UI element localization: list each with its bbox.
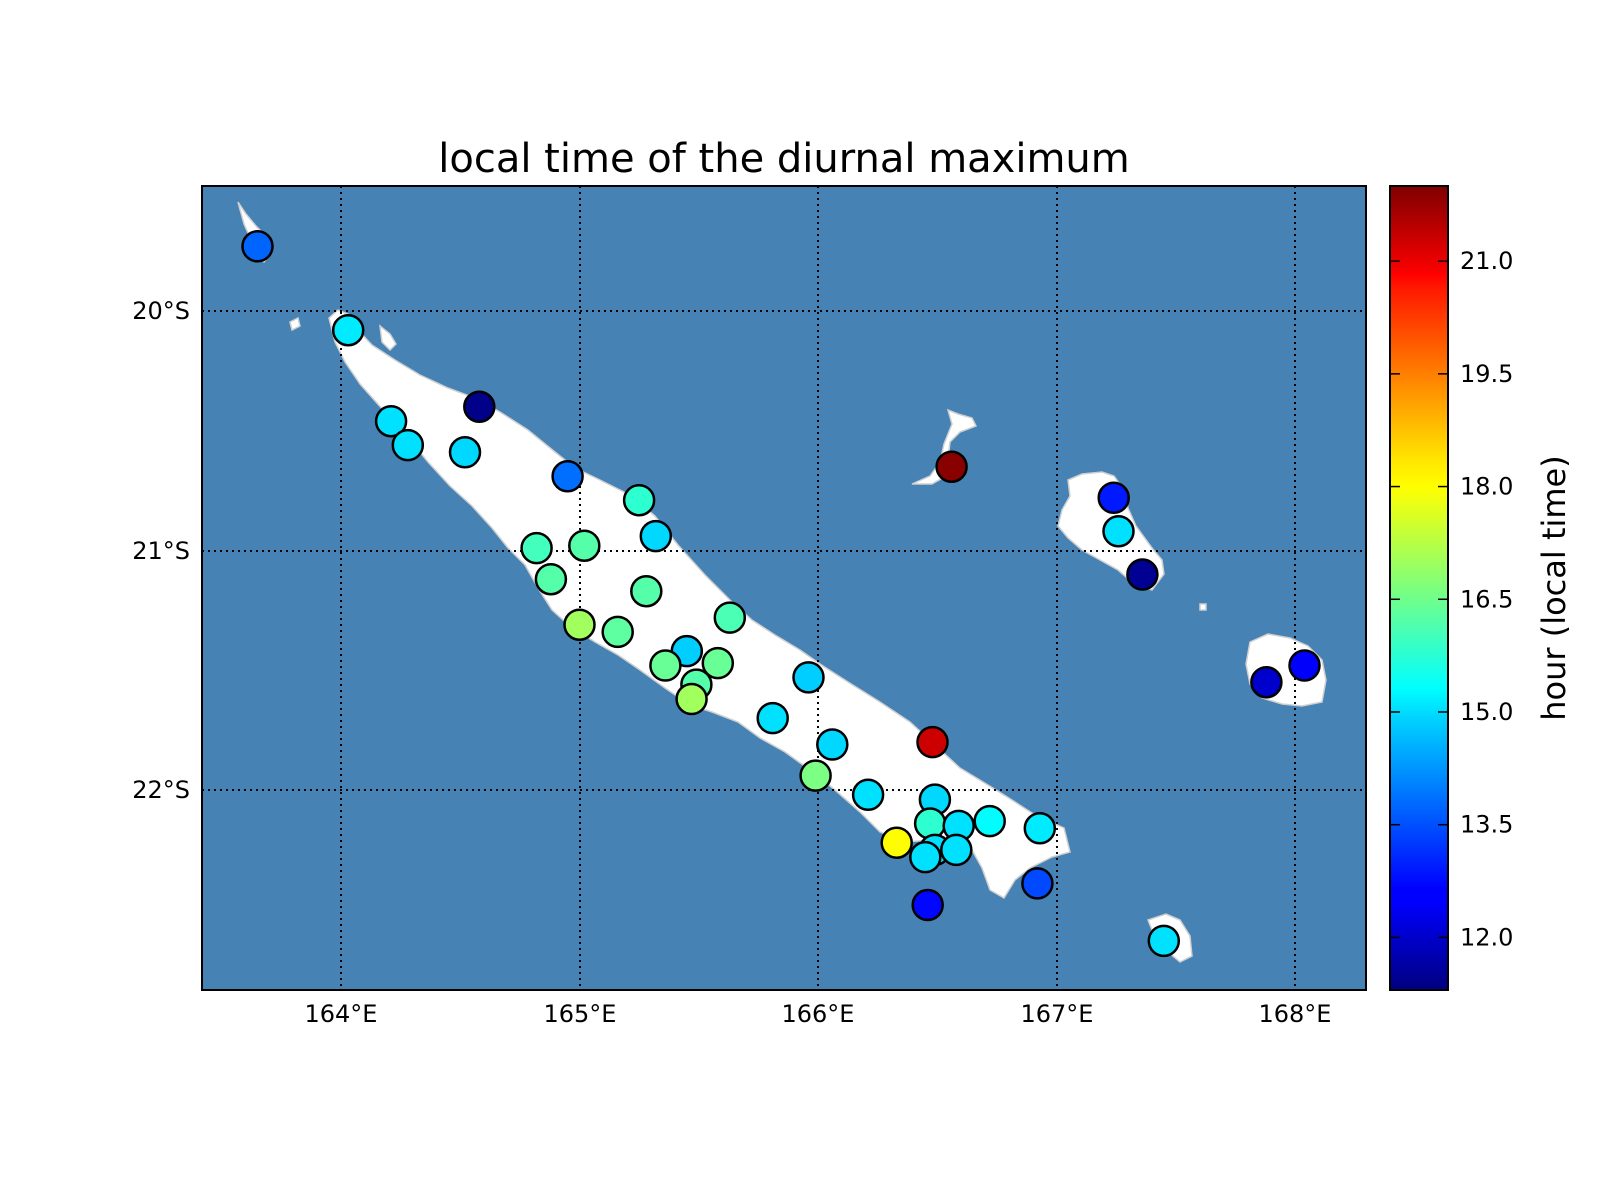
y-tick-22s: 22°S	[132, 776, 190, 804]
station-marker	[1099, 483, 1129, 513]
station-marker	[333, 315, 363, 345]
colorbar-tick-label: 12.0	[1460, 923, 1513, 951]
station-marker	[715, 603, 745, 633]
x-tick-164: 164°E	[305, 1000, 378, 1028]
station-marker	[624, 485, 654, 515]
station-marker	[975, 806, 1005, 836]
station-marker	[882, 828, 912, 858]
station-marker	[913, 890, 943, 920]
colorbar-tick-label: 13.5	[1460, 811, 1513, 839]
station-marker	[631, 576, 661, 606]
station-marker	[801, 761, 831, 791]
station-marker	[941, 835, 971, 865]
station-marker	[536, 564, 566, 594]
station-marker	[1290, 651, 1320, 681]
station-marker	[1104, 516, 1134, 546]
station-marker	[817, 730, 847, 760]
colorbar-label: hour (local time)	[1535, 455, 1573, 720]
colorbar: 12.0 13.5 15.0 16.5 18.0 19.5 21.0 hour (local…	[1390, 186, 1573, 990]
station-marker	[677, 684, 707, 714]
station-marker	[464, 392, 494, 422]
station-marker	[565, 610, 595, 640]
station-marker	[918, 727, 948, 757]
x-tick-166: 166°E	[782, 1000, 855, 1028]
x-tick-168: 168°E	[1259, 1000, 1332, 1028]
station-marker	[853, 780, 883, 810]
colorbar-tick-label: 16.5	[1460, 585, 1513, 613]
y-tick-labels: 20°S 21°S 22°S	[132, 297, 190, 804]
station-marker	[603, 617, 633, 647]
station-marker	[641, 521, 671, 551]
station-marker	[794, 662, 824, 692]
map-axes	[202, 186, 1366, 990]
station-marker	[937, 452, 967, 482]
y-tick-20s: 20°S	[132, 297, 190, 325]
station-marker	[650, 651, 680, 681]
colorbar-tick-label: 19.5	[1460, 360, 1513, 388]
station-marker	[393, 430, 423, 460]
station-marker	[522, 533, 552, 563]
x-tick-labels: 164°E 165°E 166°E 167°E 168°E	[305, 1000, 1332, 1028]
station-marker	[243, 231, 273, 261]
colorbar-gradient	[1390, 186, 1448, 990]
station-marker	[758, 703, 788, 733]
colorbar-tick-label: 18.0	[1460, 473, 1513, 501]
map-title: local time of the diurnal maximum	[438, 136, 1129, 182]
station-marker	[910, 842, 940, 872]
station-marker	[1149, 926, 1179, 956]
ocean	[202, 186, 1366, 990]
colorbar-tick-label: 15.0	[1460, 698, 1513, 726]
station-marker	[553, 461, 583, 491]
station-marker	[915, 809, 945, 839]
station-marker	[1025, 813, 1055, 843]
station-marker	[569, 531, 599, 561]
colorbar-tick-label: 21.0	[1460, 247, 1513, 275]
station-marker	[1251, 667, 1281, 697]
tiga	[1200, 604, 1206, 610]
station-marker	[450, 437, 480, 467]
station-marker	[1127, 560, 1157, 590]
x-tick-167: 167°E	[1021, 1000, 1094, 1028]
y-tick-21s: 21°S	[132, 537, 190, 565]
x-tick-165: 165°E	[544, 1000, 617, 1028]
station-marker	[1022, 868, 1052, 898]
